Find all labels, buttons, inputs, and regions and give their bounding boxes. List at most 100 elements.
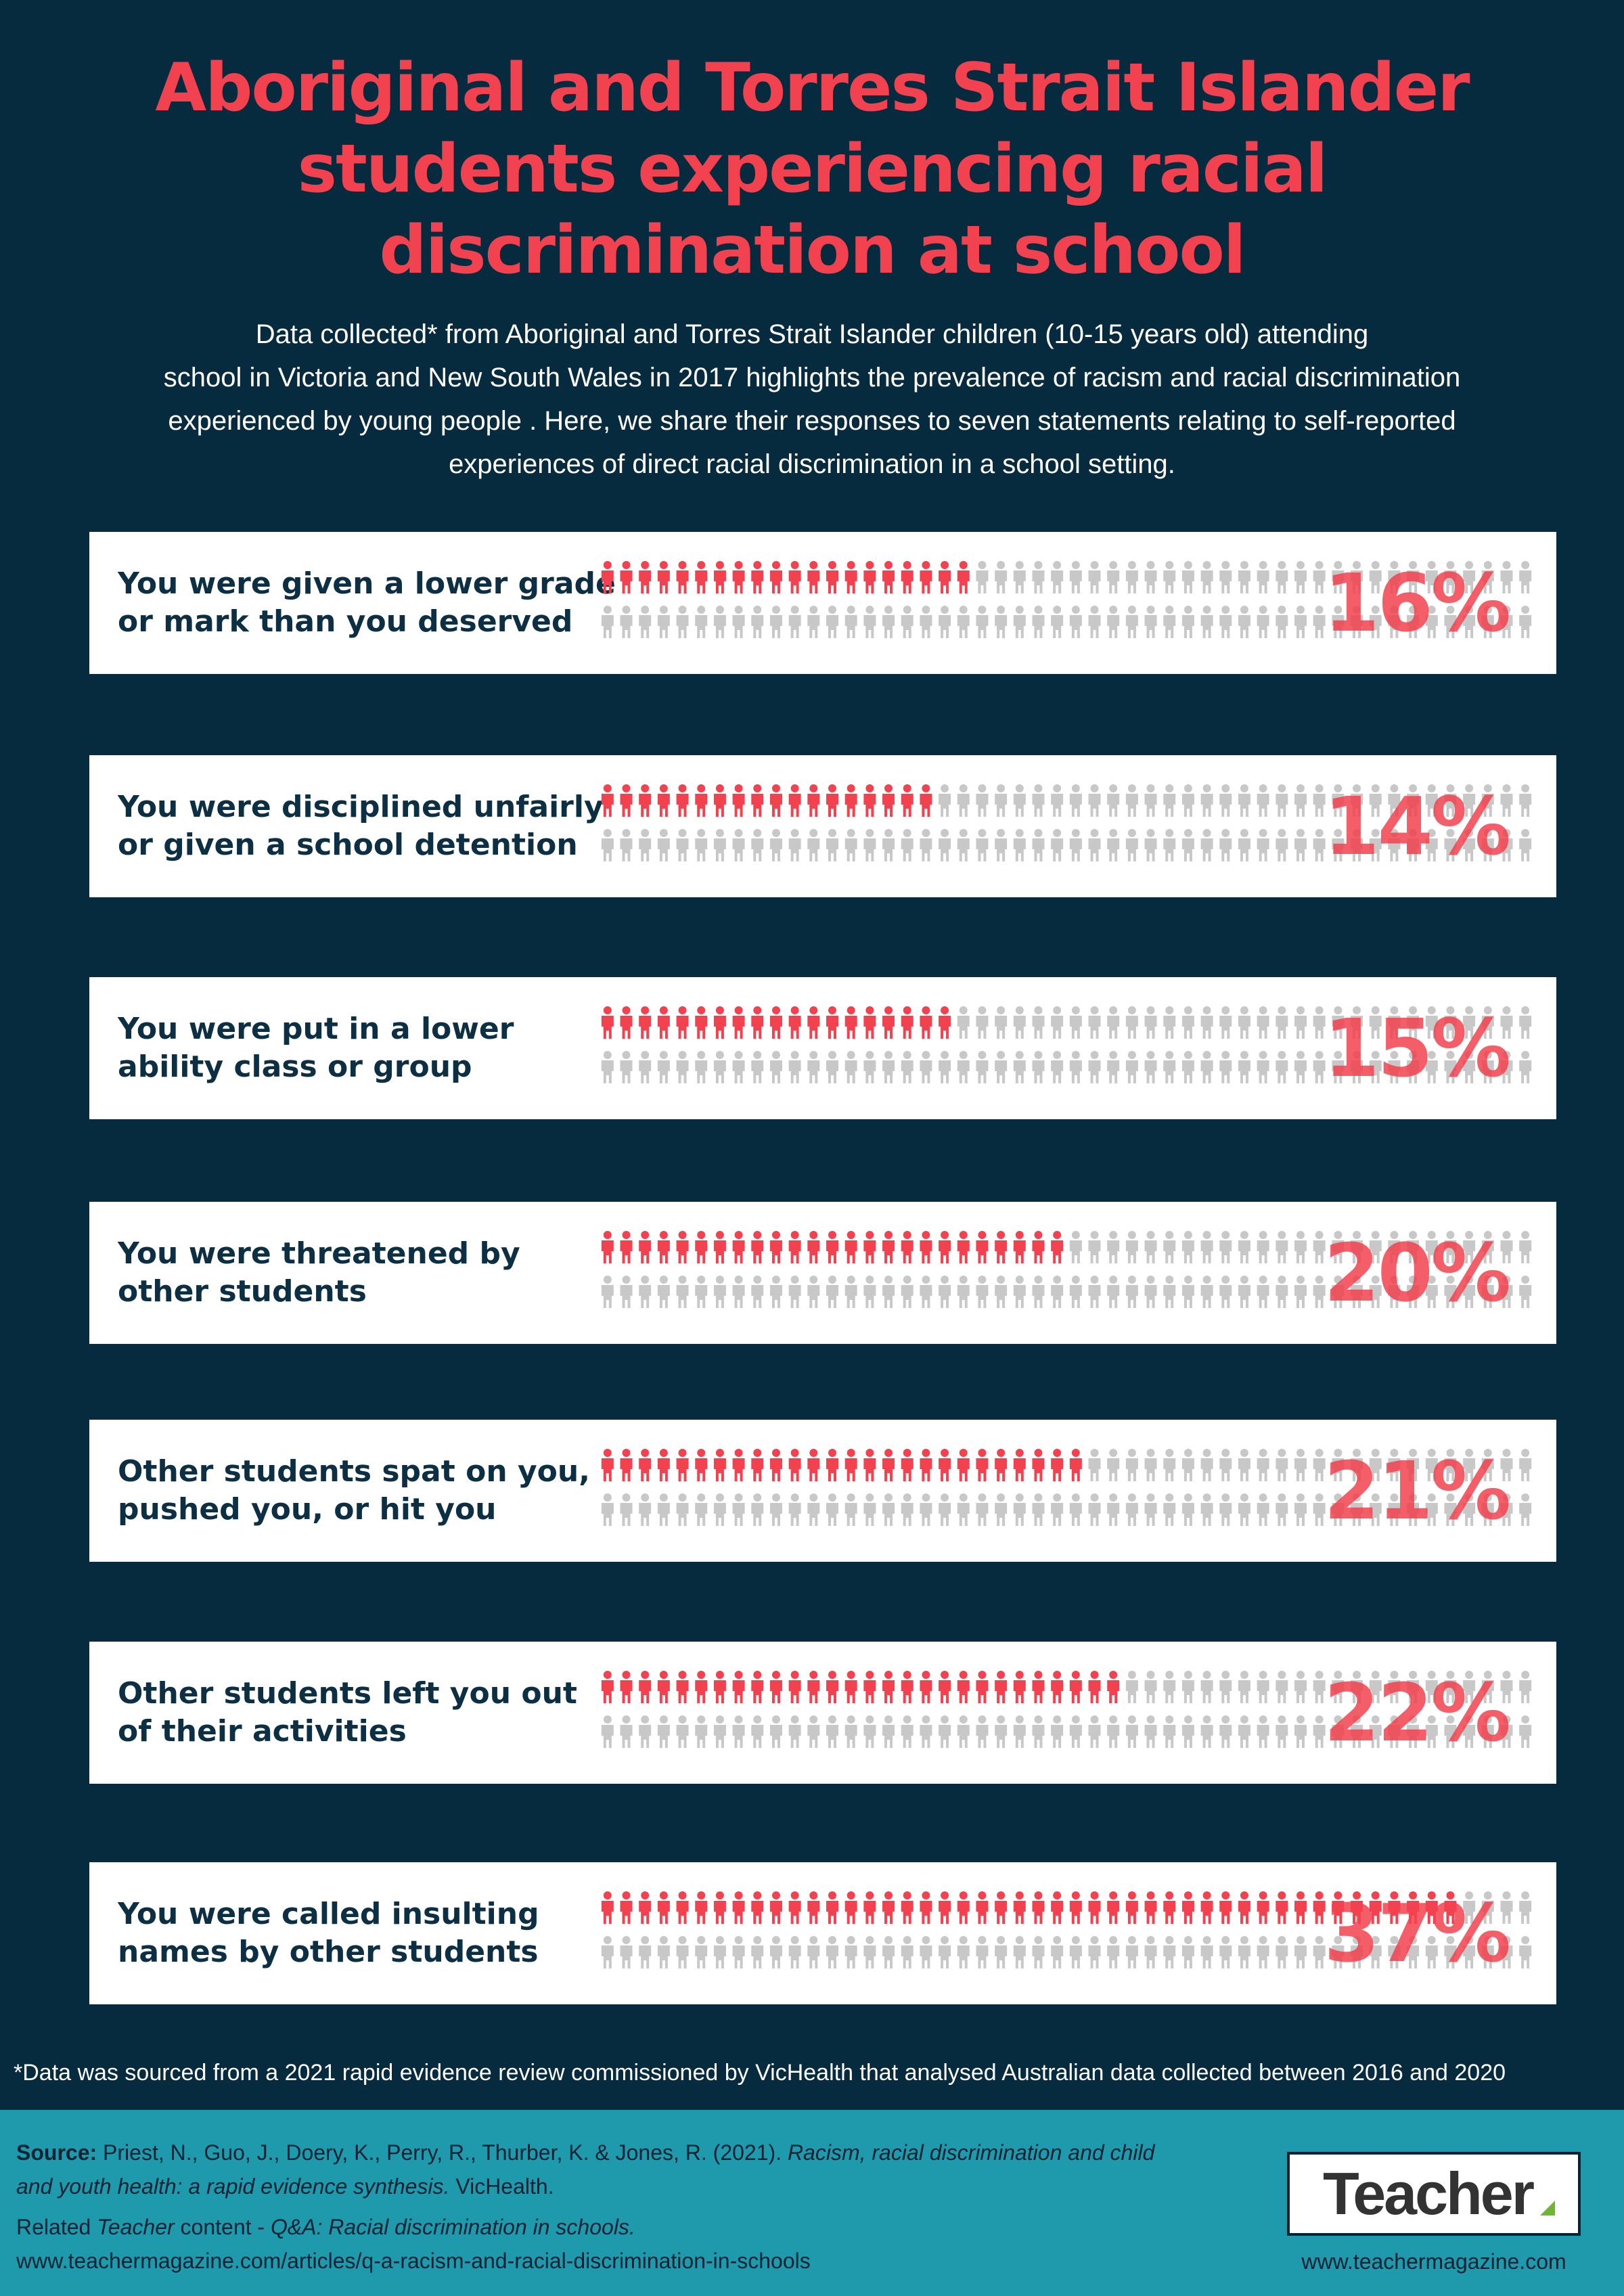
- person-icon: [620, 1006, 633, 1039]
- person-icon: [807, 561, 820, 593]
- person-icon: [1500, 1936, 1513, 1968]
- pictogram: [601, 784, 1532, 861]
- person-icon: [863, 561, 876, 593]
- person-icon: [751, 1671, 764, 1703]
- person-icon: [1294, 1051, 1307, 1083]
- person-icon: [1257, 784, 1269, 817]
- person-icon: [957, 1493, 970, 1526]
- person-icon: [976, 1891, 989, 1924]
- person-icon: [826, 1715, 838, 1748]
- person-icon: [676, 784, 689, 817]
- person-icon: [1463, 1891, 1476, 1924]
- person-icon: [1163, 1051, 1176, 1083]
- person-icon: [995, 1671, 1008, 1703]
- person-icon: [1313, 1449, 1326, 1481]
- person-icon: [1500, 1231, 1513, 1263]
- person-icon: [1032, 829, 1045, 861]
- related-article-link[interactable]: Q&A: Racial discrimination in schools.: [270, 2215, 635, 2239]
- person-icon: [1013, 561, 1026, 593]
- person-icon: [1481, 1936, 1494, 1968]
- person-icon: [1425, 1715, 1438, 1748]
- person-icon: [807, 829, 820, 861]
- person-icon: [1444, 1891, 1457, 1924]
- person-icon: [1125, 784, 1138, 817]
- person-icon: [1463, 1671, 1476, 1703]
- website-link[interactable]: www.teachermagazine.com: [1301, 2249, 1566, 2274]
- person-icon: [695, 1231, 708, 1263]
- person-icon: [901, 829, 914, 861]
- person-icon: [1388, 1006, 1401, 1039]
- person-icon: [807, 606, 820, 638]
- person-icon: [1257, 1449, 1269, 1481]
- person-icon: [695, 784, 708, 817]
- person-icon: [1144, 1891, 1157, 1924]
- person-icon: [1369, 1051, 1382, 1083]
- person-icon: [1238, 1936, 1250, 1968]
- person-icon: [1069, 606, 1082, 638]
- person-icon: [1500, 829, 1513, 861]
- person-icon: [1051, 1891, 1064, 1924]
- person-icon: [1219, 1493, 1232, 1526]
- person-icon: [1332, 1276, 1345, 1308]
- person-icon: [863, 784, 876, 817]
- person-icon: [1163, 1231, 1176, 1263]
- person-icon: [1444, 561, 1457, 593]
- person-icon: [1388, 561, 1401, 593]
- person-icon: [1181, 1276, 1194, 1308]
- person-icon: [1276, 561, 1288, 593]
- person-icon: [976, 606, 989, 638]
- person-icon: [976, 1493, 989, 1526]
- person-icon: [882, 1276, 895, 1308]
- person-icon: [920, 1449, 932, 1481]
- person-icon: [1200, 1891, 1213, 1924]
- person-icon: [1219, 1891, 1232, 1924]
- person-icon: [882, 1231, 895, 1263]
- related-url-link[interactable]: www.teachermagazine.com/articles/q-a-rac…: [16, 2249, 811, 2273]
- person-icon: [1069, 1891, 1082, 1924]
- person-icon: [844, 1231, 857, 1263]
- person-icon: [1500, 1493, 1513, 1526]
- person-icon: [1181, 606, 1194, 638]
- person-icon: [751, 1051, 764, 1083]
- person-icon: [1107, 1006, 1120, 1039]
- person-icon: [1200, 1449, 1213, 1481]
- person-icon: [695, 1449, 708, 1481]
- person-icon: [844, 1051, 857, 1083]
- person-icon: [1219, 1449, 1232, 1481]
- person-icon: [1481, 829, 1494, 861]
- person-icon: [1369, 606, 1382, 638]
- person-icon: [620, 1493, 633, 1526]
- person-icon: [1369, 1231, 1382, 1263]
- person-icon: [1481, 1449, 1494, 1481]
- related-prefix: Related: [16, 2215, 97, 2239]
- person-icon: [826, 829, 838, 861]
- person-icon: [1238, 829, 1250, 861]
- person-icon: [1125, 1671, 1138, 1703]
- person-icon: [1425, 1006, 1438, 1039]
- person-icon: [1313, 606, 1326, 638]
- person-icon: [1351, 784, 1363, 817]
- person-icon: [1163, 1449, 1176, 1481]
- person-icon: [695, 561, 708, 593]
- person-icon: [1144, 606, 1157, 638]
- person-icon: [1369, 1936, 1382, 1968]
- person-icon: [676, 1715, 689, 1748]
- person-icon: [1332, 1936, 1345, 1968]
- person-icon: [620, 1891, 633, 1924]
- person-icon: [657, 1936, 670, 1968]
- person-icon: [657, 1891, 670, 1924]
- person-icon: [676, 1891, 689, 1924]
- person-icon: [1407, 784, 1420, 817]
- pictogram: [601, 1231, 1532, 1308]
- person-icon: [713, 1006, 726, 1039]
- teacher-logo[interactable]: Teacher: [1287, 2152, 1581, 2236]
- person-icon: [639, 1715, 652, 1748]
- person-icon: [639, 1006, 652, 1039]
- person-icon: [826, 1231, 838, 1263]
- person-icon: [807, 1449, 820, 1481]
- person-icon: [769, 1493, 782, 1526]
- person-icon: [1313, 1231, 1326, 1263]
- person-icon: [769, 1276, 782, 1308]
- person-icon: [1088, 1449, 1101, 1481]
- person-icon: [1313, 1051, 1326, 1083]
